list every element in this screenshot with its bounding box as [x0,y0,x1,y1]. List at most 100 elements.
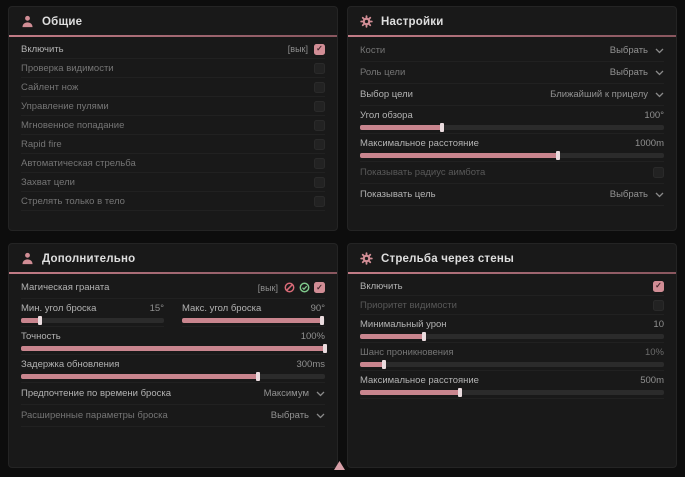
person-icon [21,252,34,265]
toggle-row-body-only[interactable]: Стрелять только в тело [21,192,325,211]
slider-fill [21,372,261,381]
header-divider [9,35,337,37]
show-target-dropdown[interactable]: Выбрать [610,189,664,200]
toggle-row-enable[interactable]: Включить [360,277,664,296]
select-row-advanced-throw: Расширенные параметры броска Выбрать [21,405,325,427]
slash-circle-icon[interactable] [284,282,295,293]
dropdown-value: Выбрать [609,45,648,56]
row-label: Расширенные параметры броска [21,410,168,421]
check-circle-icon[interactable] [299,282,310,293]
panel-additional-body: Магическая граната [вык] Мин. угол броск… [9,274,337,467]
row-label: Включить [21,43,64,55]
chevron-down-icon [655,48,664,54]
update-delay-slider[interactable] [21,372,325,381]
row-label: Стрелять только в тело [21,195,125,207]
row-label: Предпочтение по времени броска [21,388,171,399]
slider-row-penetration-chance: Шанс проникновения 10% [360,343,664,371]
row-label: Проверка видимости [21,62,114,74]
toggle-row-enable[interactable]: Включить [вык] [21,40,325,59]
select-row-bones: Кости Выбрать [360,40,664,62]
dropdown-value: Ближайший к прицелу [550,89,648,100]
checkbox[interactable] [314,195,325,207]
toggle-row-target-lock[interactable]: Захват цели [21,173,325,192]
advanced-throw-dropdown[interactable]: Выбрать [271,410,325,421]
slider-row-max-throw-angle: Макс. угол броска 90° [182,299,325,327]
gear-icon [360,252,373,265]
row-label: Сайлент нож [21,81,79,93]
checkbox[interactable] [653,299,664,311]
checkbox[interactable] [314,176,325,188]
slider-row-min-throw-angle: Мин. угол броска 15° [21,299,164,327]
toggle-row-visibility-priority[interactable]: Приоритет видимости [360,296,664,315]
keybind-tag: [вык] [287,44,308,54]
row-label: Максимальное расстояние [360,375,479,386]
select-row-target-role: Роль цели Выбрать [360,62,664,84]
checkbox[interactable] [314,62,325,74]
target-select-dropdown[interactable]: Ближайший к прицелу [550,89,664,100]
toggle-row-silent-knife[interactable]: Сайлент нож [21,78,325,97]
min-throw-angle-slider[interactable] [21,316,164,325]
panel-general-header: Общие [9,7,337,35]
row-label: Минимальный урон [360,319,447,330]
dropdown-value: Выбрать [609,189,648,200]
throw-time-pref-dropdown[interactable]: Максимум [264,388,325,399]
penetration-chance-slider[interactable] [360,360,664,369]
dropdown-value: Максимум [263,388,309,399]
accuracy-slider[interactable] [21,344,327,353]
panel-wallbang-body: Включить Приоритет видимости Минимальный… [348,274,676,467]
slider-row-update-delay: Задержка обновления 300ms [21,355,325,383]
row-label: Точность [21,331,61,342]
toggle-row-bullet-control[interactable]: Управление пулями [21,97,325,116]
row-label: Макс. угол броска [182,303,262,314]
row-label: Задержка обновления [21,359,120,370]
slider-row-min-damage: Минимальный урон 10 [360,315,664,343]
slider-value: 100% [300,331,325,342]
panel-additional: Дополнительно Магическая граната [вык] М [8,243,338,468]
panel-title: Дополнительно [42,252,136,265]
header-divider [348,272,676,274]
bones-dropdown[interactable]: Выбрать [610,45,664,56]
slider-fill [360,151,560,160]
menu-grid: Общие Включить [вык] Проверка видимости … [8,6,677,468]
checkbox[interactable] [653,280,664,292]
toggle-row-instant-hit[interactable]: Мгновенное попадание [21,116,325,135]
slider-value: 1000m [634,138,664,149]
slider-row-accuracy: Точность 100% [21,327,327,355]
checkbox[interactable] [314,282,325,293]
target-role-dropdown[interactable]: Выбрать [610,67,664,78]
fov-slider[interactable] [360,123,664,132]
slider-fill [21,316,42,325]
checkbox[interactable] [314,157,325,169]
slider-value: 300ms [296,359,325,370]
row-label: Включить [360,280,403,292]
chevron-down-icon [316,413,325,419]
toggle-row-show-radius[interactable]: Показывать радиус аимбота [360,162,664,184]
row-label: Мгновенное попадание [21,119,125,131]
checkbox[interactable] [314,119,325,131]
wall-max-distance-slider[interactable] [360,388,664,397]
checkbox[interactable] [314,43,325,55]
chevron-down-icon [655,92,664,98]
slider-row-max-distance: Максимальное расстояние 500m [360,371,664,399]
toggle-row-auto-fire[interactable]: Автоматическая стрельба [21,154,325,173]
max-throw-angle-slider[interactable] [182,316,325,325]
max-distance-slider[interactable] [360,151,664,160]
row-label: Шанс проникновения [360,347,454,358]
dropdown-value: Выбрать [270,410,309,421]
slider-fill [360,332,426,341]
person-icon [21,15,34,28]
checkbox[interactable] [314,138,325,150]
toggle-row-rapid-fire[interactable]: Rapid fire [21,135,325,154]
panel-wallbang: Стрельба через стены Включить Приоритет … [347,243,677,468]
checkbox[interactable] [653,167,664,178]
slider-value: 500m [640,375,664,386]
panel-title: Общие [42,15,83,28]
row-label: Выбор цели [360,89,413,100]
toggle-row-visibility-check[interactable]: Проверка видимости [21,59,325,78]
checkbox[interactable] [314,81,325,93]
panel-title: Стрельба через стены [381,252,515,265]
toggle-row-magic-grenade[interactable]: Магическая граната [вык] [21,277,325,299]
checkbox[interactable] [314,100,325,112]
select-row-target-select: Выбор цели Ближайший к прицелу [360,84,664,106]
min-damage-slider[interactable] [360,332,664,341]
